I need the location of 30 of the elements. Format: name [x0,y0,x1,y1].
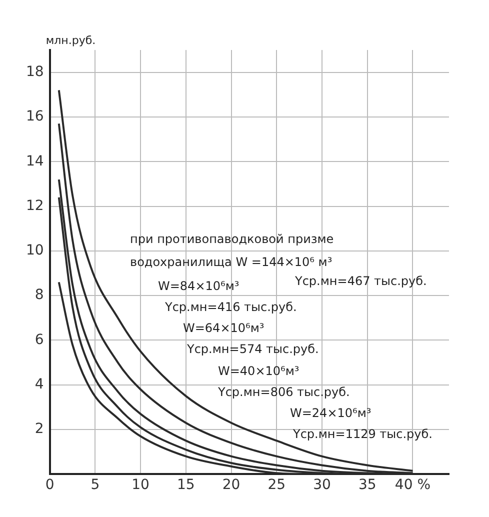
annotation: W=40×10⁶м³ [218,364,300,378]
annotation: W=24×10⁶м³ [290,406,372,420]
y-tick-label: 18 [26,64,44,80]
y-axis-title: млн.руб. [46,34,96,47]
x-tick-label: 30 [313,477,331,494]
x-tick-label: 25 [268,477,286,494]
y-tick-label: 6 [34,332,44,348]
y-tick-label: 2 [34,421,44,438]
annotation: W=64×10⁶м³ [183,321,264,335]
y-tick-label: 4 [34,376,44,393]
annotation: Yср.мн=806 тыс.руб. [217,385,350,399]
y-tick-label: 12 [26,198,44,214]
x-tick-label: 0 [45,477,54,494]
y-tick-label: 14 [26,153,44,170]
annotation: Yср.мн=467 тыс.руб. [294,274,427,288]
annotation: водохранилища W =144×10⁶ м³ [130,255,332,269]
annotation: W=84×10⁶м³ [158,279,240,293]
y-tick-label: 10 [26,242,44,259]
x-tick-label: 40 % [394,477,430,494]
annotation: Yср.мн=574 тыс.руб. [186,342,319,356]
annotation: при противопаводковой призме [130,232,334,246]
x-tick-label: 20 [222,477,240,494]
annotation: Yср.мн=416 тыс.руб. [164,300,297,314]
y-tick-label: 16 [26,108,44,125]
y-tick-label: 8 [34,287,44,304]
x-tick-label: 5 [90,477,100,494]
x-tick-label: 35 [358,477,376,494]
x-tick-label: 10 [132,477,150,494]
x-tick-label: 15 [176,477,195,494]
annotation: Yср.мн=1129 тыс.руб. [292,427,432,441]
